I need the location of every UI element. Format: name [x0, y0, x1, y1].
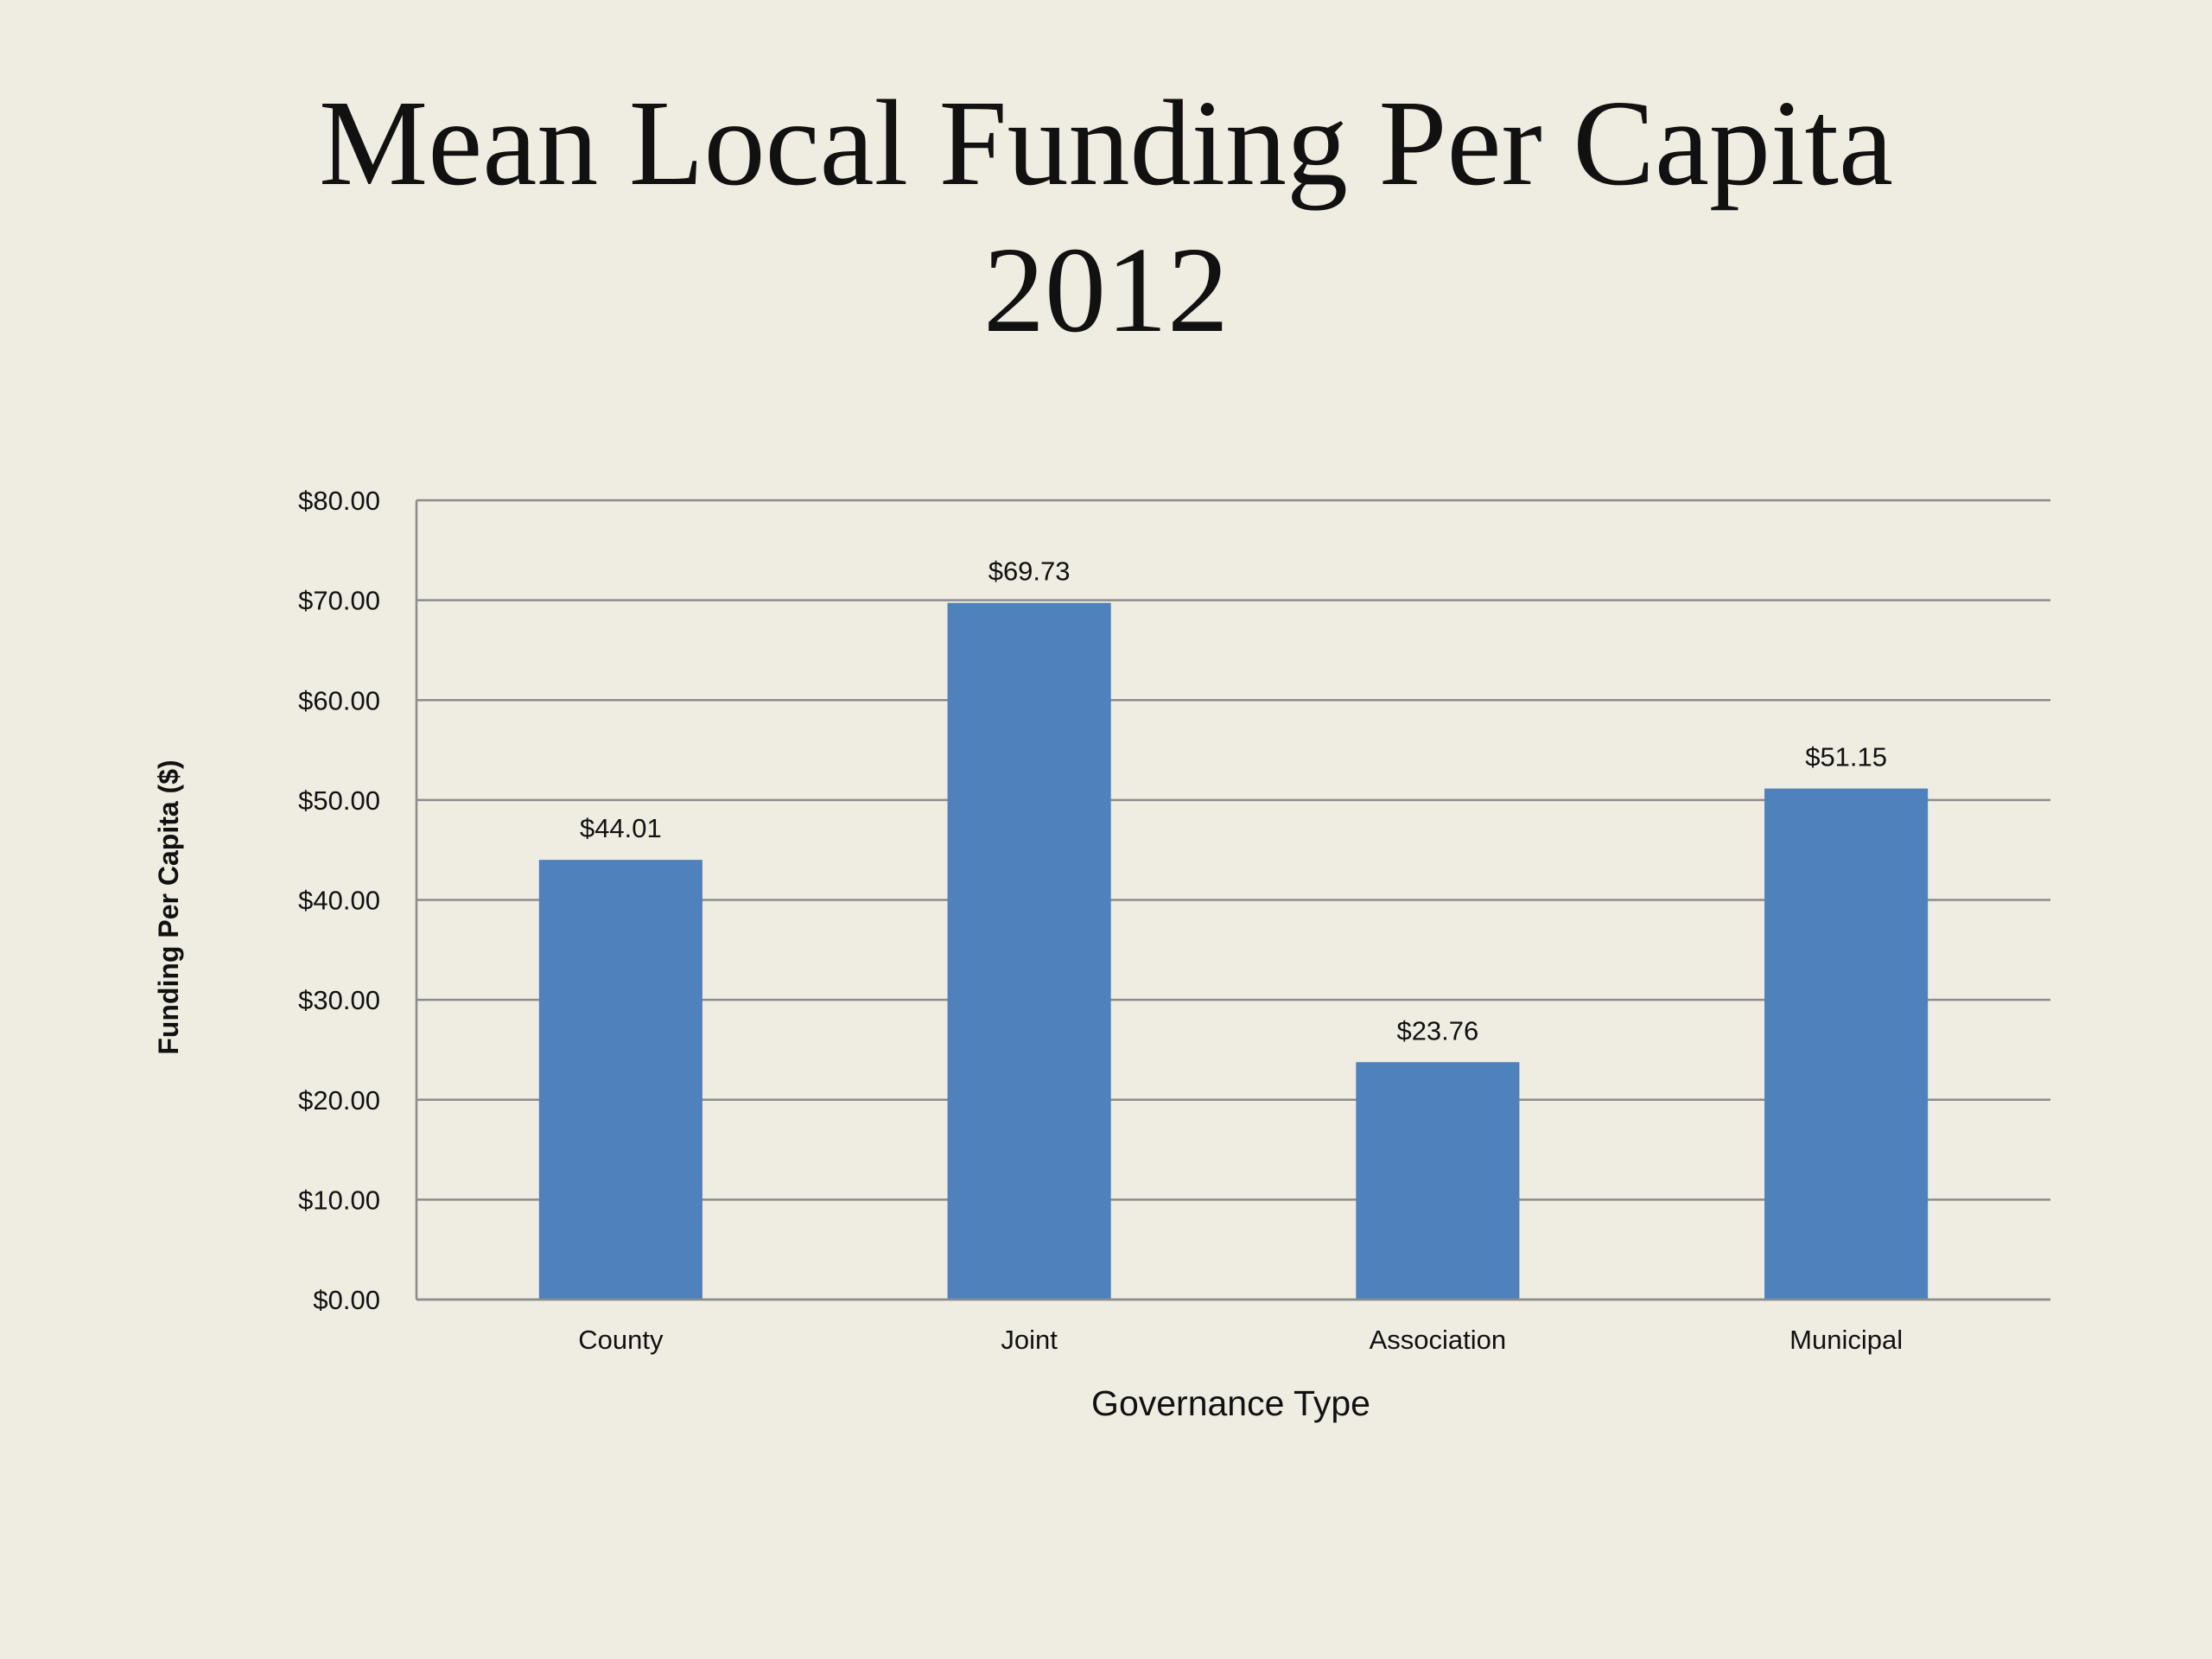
y-tick-labels: $0.00 $10.00 $20.00 $30.00 $40.00 $50.00 $60.0…	[298, 486, 380, 1315]
x-tick-label: Association	[1370, 1325, 1507, 1355]
bar-joint	[947, 602, 1111, 1300]
bar-county	[538, 860, 702, 1300]
bar-association	[1356, 1062, 1520, 1300]
chart-title: Mean Local Funding Per Capita 2012	[0, 69, 2212, 363]
y-tick-label: $20.00	[298, 1085, 380, 1116]
y-tick-label: $30.00	[298, 985, 380, 1015]
y-tick-label: $40.00	[298, 886, 380, 916]
y-tick-label: $60.00	[298, 685, 380, 715]
y-axis-title: Funding Per Capita ($)	[153, 760, 184, 1054]
y-tick-label: $10.00	[298, 1185, 380, 1215]
y-tick-label: $50.00	[298, 785, 380, 816]
bar-municipal	[1764, 788, 1929, 1300]
data-label: $44.01	[580, 813, 662, 843]
data-label: $51.15	[1805, 742, 1887, 772]
chart-title-line-2: 2012	[983, 221, 1229, 358]
x-tick-labels: County Joint Association Municipal	[578, 1325, 1903, 1355]
y-tick-label: $70.00	[298, 586, 380, 616]
y-tick-label: $80.00	[298, 486, 380, 516]
bars	[538, 602, 1929, 1300]
chart-title-line-1: Mean Local Funding Per Capita	[319, 74, 1893, 211]
value-labels: $44.01 $69.73 $23.76 $51.15	[580, 556, 1887, 1046]
data-label: $69.73	[988, 556, 1071, 587]
data-label: $23.76	[1396, 1015, 1478, 1046]
x-tick-label: Municipal	[1789, 1325, 1903, 1355]
x-tick-label: County	[578, 1325, 664, 1355]
x-axis-title: Governance Type	[1091, 1383, 1370, 1423]
x-tick-label: Joint	[1001, 1325, 1058, 1355]
y-tick-label: $0.00	[313, 1285, 380, 1315]
